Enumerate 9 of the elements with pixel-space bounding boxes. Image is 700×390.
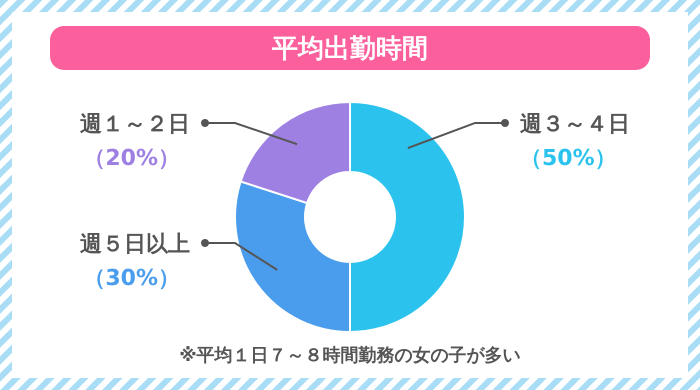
slice-label: 週５日以上 bbox=[80, 232, 190, 257]
title: 平均出勤時間 bbox=[50, 26, 650, 70]
data-label: （50%） bbox=[520, 146, 617, 171]
data-label: （20%） bbox=[83, 146, 180, 171]
data-label: （30%） bbox=[83, 266, 180, 291]
slice-label: 週３～４日 bbox=[520, 112, 630, 137]
chart-title: 平均出勤時間 bbox=[271, 34, 428, 64]
slice-label: 週１～２日 bbox=[80, 112, 190, 137]
text: ※平均１日７～８時間勤務の女の子が多い bbox=[179, 345, 521, 366]
